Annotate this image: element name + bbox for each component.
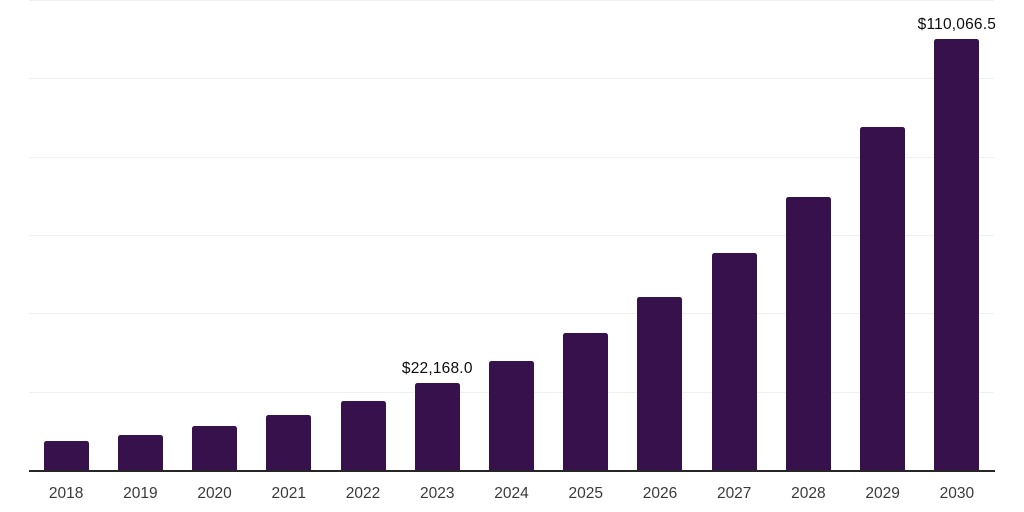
bar-2022 [340,400,386,470]
gridline-120000 [29,0,994,1]
gridline-60000 [29,235,994,236]
bar-2028 [785,197,831,470]
gridline-40000 [29,313,994,315]
data-label-2030: $110,066.5 [917,15,997,33]
bar-2020 [192,426,238,470]
bar-2024 [489,360,534,470]
bar-2026 [637,297,683,470]
x-tick-label-2020: 2020 [197,485,232,502]
x-tick-label-2023: 2023 [420,485,455,502]
bar-2023 [414,383,460,470]
bar-2030 [934,38,980,470]
x-tick-label-2018: 2018 [48,485,84,502]
bar-2021 [266,414,312,470]
x-tick-label-2028: 2028 [791,485,826,502]
bar-2019 [117,434,163,470]
x-tick-label-2027: 2027 [716,485,752,502]
x-tick-label-2021: 2021 [271,485,307,502]
x-tick-label-2024: 2024 [494,485,529,502]
bar-2027 [711,253,757,470]
x-axis-line [29,470,995,472]
data-label-2023: $22,168.0 [401,360,473,378]
bar-2029 [860,127,906,470]
x-tick-label-2022: 2022 [345,485,381,502]
x-tick-label-2019: 2019 [123,485,158,502]
plot-area: $22,168.0 $110,066.5 [29,0,997,470]
x-tick-label-2030: 2030 [939,485,975,502]
x-axis-tick-labels: 2018 2019 2020 2021 2022 2023 2024 2025 2026 2027… [29,485,994,505]
bar-2018 [43,441,89,470]
bar-2025 [563,332,609,470]
gridline-100000 [29,78,994,80]
gridline-80000 [29,156,994,158]
x-tick-label-2026: 2026 [642,485,678,502]
x-tick-label-2029: 2029 [865,485,900,502]
x-tick-label-2025: 2025 [568,485,603,502]
